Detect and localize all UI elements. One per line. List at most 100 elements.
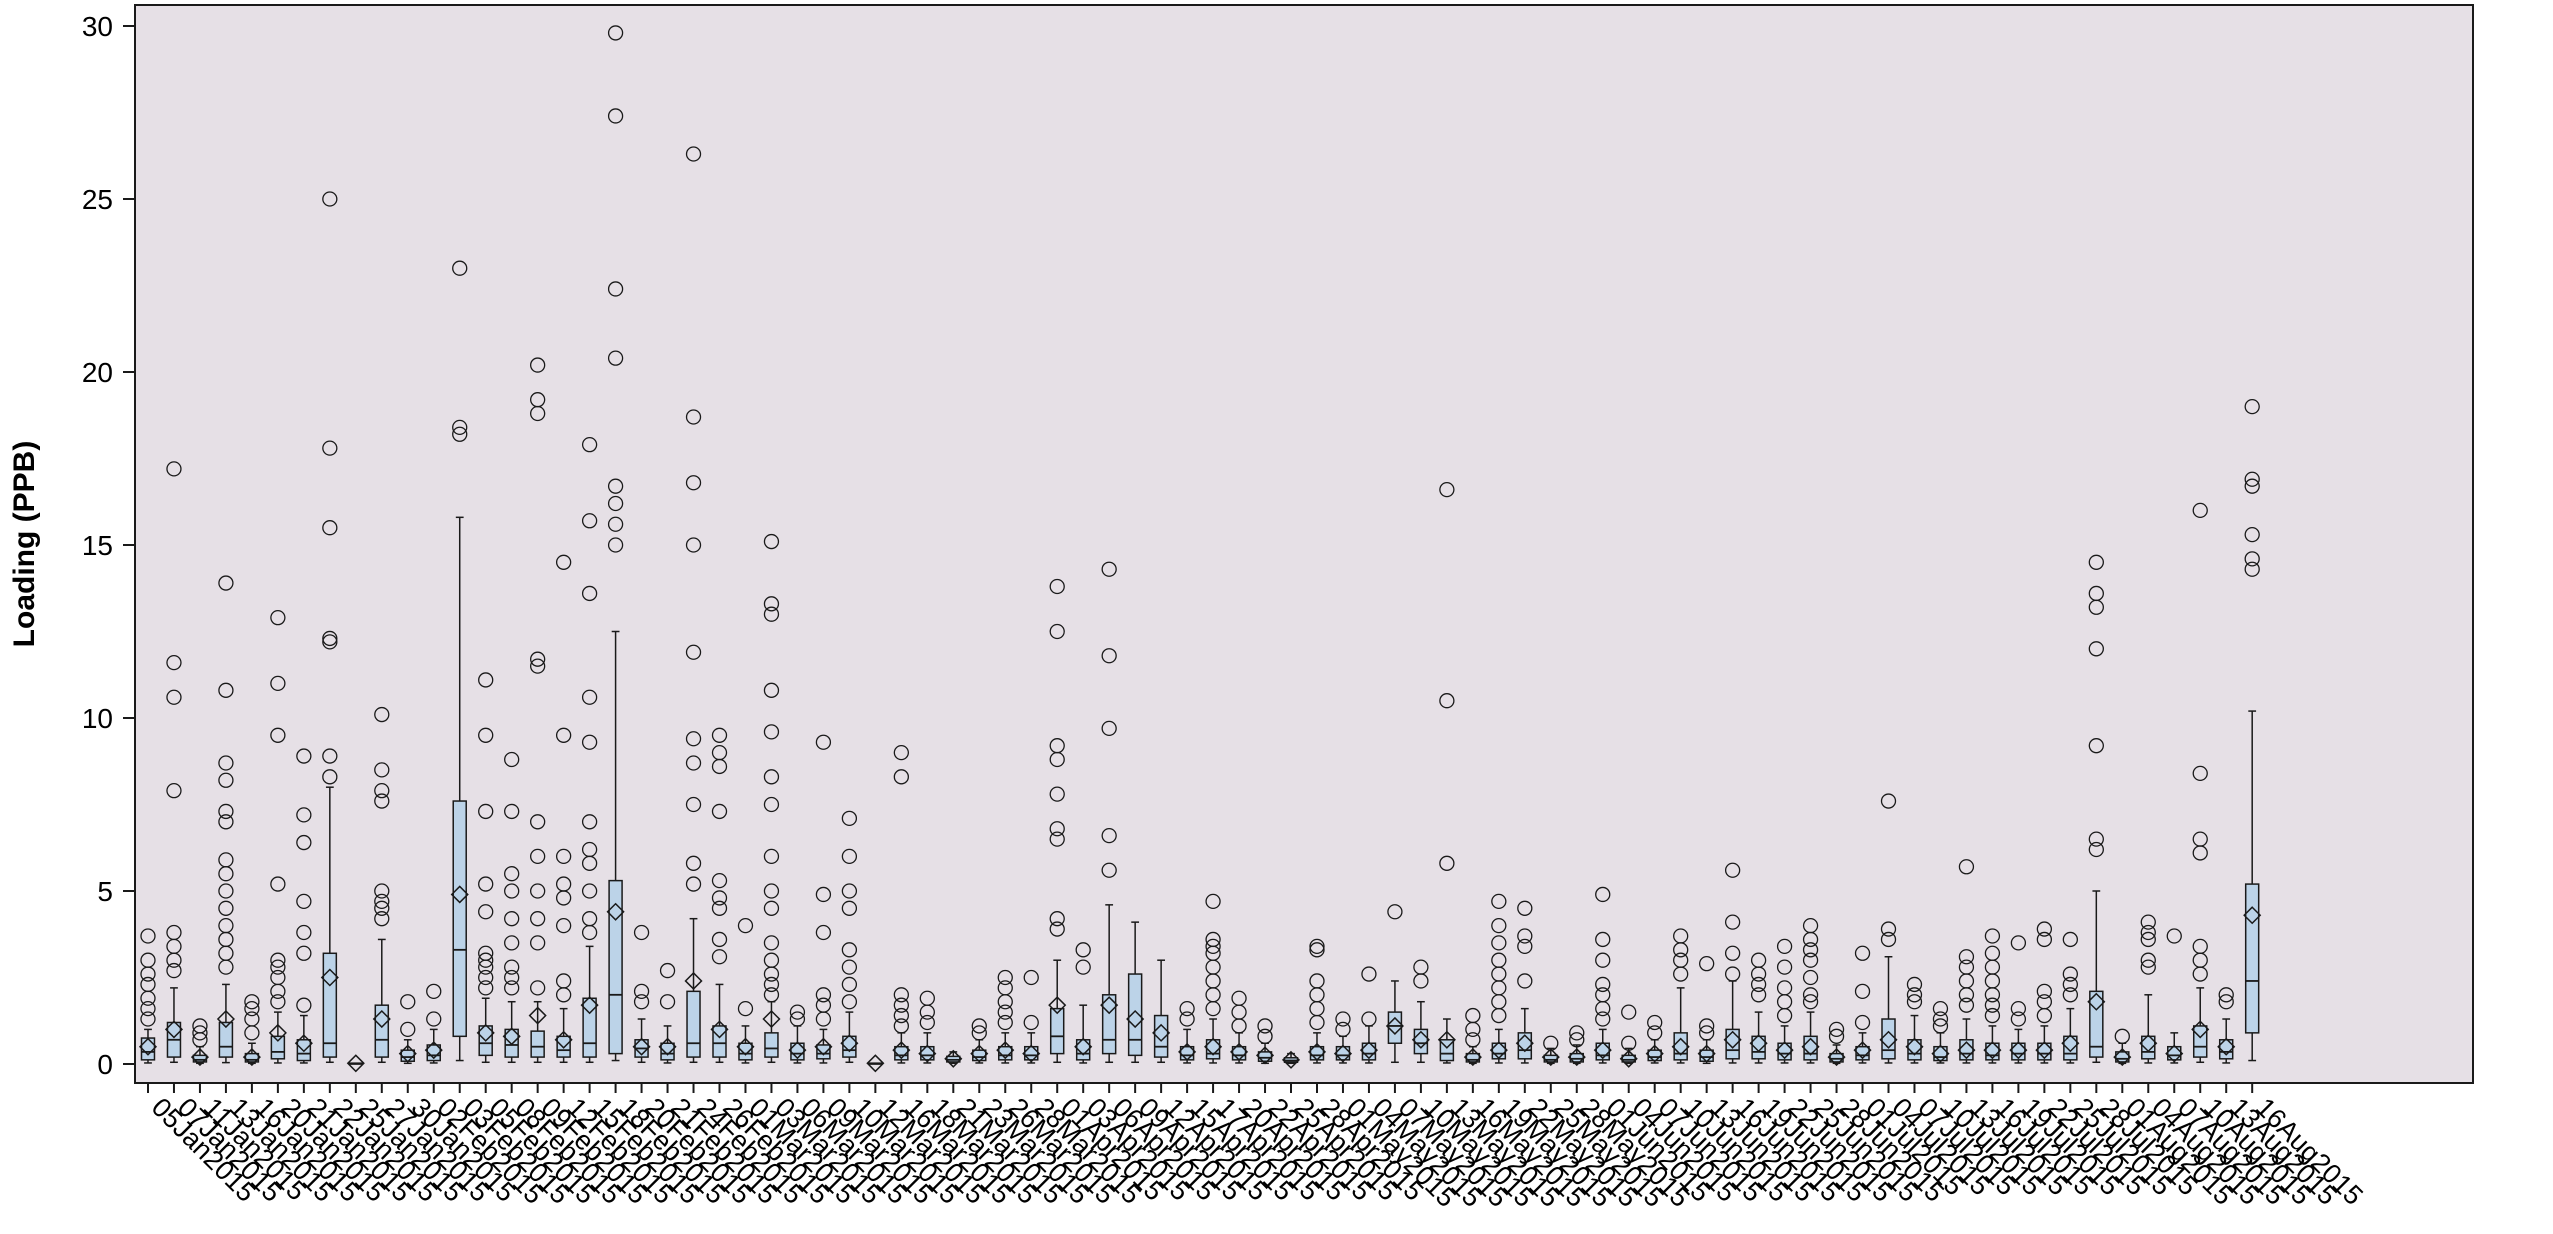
box-item [1255, 1018, 1275, 1065]
box [2115, 1051, 2130, 1063]
box [738, 1042, 753, 1061]
outlier-point [218, 682, 234, 698]
box [582, 997, 597, 1058]
box-item [632, 924, 651, 1064]
outlier-point [504, 883, 520, 899]
outlier-point [2114, 1028, 2130, 1044]
outlier-point [607, 495, 624, 512]
box [842, 1035, 857, 1058]
mean-marker [1671, 1037, 1690, 1056]
mean-marker [632, 1037, 651, 1056]
box-item [2139, 914, 2158, 1064]
box [1933, 1045, 1948, 1062]
outlier-point [1802, 942, 1819, 958]
box-item [606, 25, 625, 1062]
outlier-point [530, 980, 546, 996]
outlier-point [685, 475, 702, 491]
mean-marker [1697, 1044, 1716, 1063]
mean-marker [1333, 1044, 1353, 1063]
box [1101, 994, 1117, 1055]
outlier-point [1179, 1000, 1195, 1017]
mean-marker [1022, 1044, 1041, 1063]
outlier-point [140, 1011, 156, 1027]
mean-marker [528, 1006, 547, 1025]
outlier-point [166, 654, 182, 671]
mean-marker [1723, 1030, 1742, 1049]
mean-marker [1204, 1037, 1223, 1056]
mean-marker [476, 1023, 495, 1042]
outlier-point [607, 25, 624, 41]
outlier-point [1724, 862, 1741, 878]
box-item [970, 1018, 989, 1064]
outlier-point [711, 890, 728, 906]
outlier-point [1413, 959, 1429, 975]
outlier-point [893, 1018, 909, 1034]
outlier-point [841, 942, 858, 958]
outlier-point [607, 350, 624, 366]
mean-marker [1801, 1037, 1820, 1056]
mean-marker [216, 1009, 235, 1029]
outlier-point [1023, 969, 1039, 986]
outlier-point [1595, 1011, 1611, 1027]
box [322, 952, 338, 1058]
outlier-point [374, 911, 390, 927]
outlier-point [2218, 987, 2234, 1003]
outlier-point [971, 1025, 987, 1041]
box [920, 1045, 935, 1061]
box [270, 1035, 286, 1060]
box [1751, 1035, 1766, 1060]
outlier-point [581, 841, 598, 858]
mean-marker [268, 1023, 287, 1042]
outlier-point [581, 734, 598, 750]
outlier-point [685, 409, 702, 425]
box-item [242, 994, 261, 1067]
outlier-point [218, 755, 234, 771]
mean-marker [398, 1044, 417, 1063]
mean-marker [502, 1027, 521, 1046]
mean-marker [190, 1048, 210, 1067]
outlier-point [763, 976, 780, 993]
box-item [216, 575, 235, 1064]
outlier-point [244, 1011, 260, 1027]
outlier-point [530, 814, 546, 830]
outlier-point [2036, 931, 2053, 948]
box-item [1957, 859, 1976, 1064]
outlier-point [1595, 976, 1611, 993]
box-item [736, 917, 755, 1064]
mean-marker [372, 1009, 391, 1029]
outlier-point [893, 1007, 909, 1024]
mean-marker [1281, 1050, 1301, 1069]
y-axis-label: Loading (PPB) [8, 441, 41, 648]
box-item [1645, 1014, 1664, 1064]
outlier-point [737, 917, 754, 934]
outlier-point [374, 706, 390, 723]
outlier-point [1932, 1011, 1949, 1027]
y-tick-label: 25 [82, 184, 113, 215]
outlier-point [893, 744, 909, 761]
box-item [1100, 561, 1119, 1064]
outlier-point [504, 959, 520, 975]
outlier-point [140, 928, 156, 944]
outlier-point [1776, 959, 1793, 975]
outlier-point [581, 689, 598, 705]
outlier-point [530, 911, 546, 927]
outlier-point [1049, 578, 1065, 595]
mean-marker [2191, 1020, 2210, 1039]
box-item [710, 727, 729, 1064]
outlier-point [1101, 720, 1117, 737]
outlier-point [711, 803, 728, 820]
outlier-point [763, 987, 780, 1003]
outlier-point [789, 1011, 806, 1027]
mean-marker [2139, 1034, 2158, 1053]
outlier-point [2010, 1011, 2027, 1027]
outlier-point [2140, 931, 2156, 948]
outlier-point [426, 1011, 442, 1027]
outlier-point [763, 724, 780, 740]
mean-marker [658, 1037, 677, 1056]
mean-marker [1775, 1041, 1794, 1060]
outlier-point [218, 772, 234, 788]
box-item [1178, 1000, 1197, 1064]
box-item [450, 260, 469, 1062]
outlier-point [1958, 997, 1975, 1013]
outlier-point [685, 731, 702, 747]
